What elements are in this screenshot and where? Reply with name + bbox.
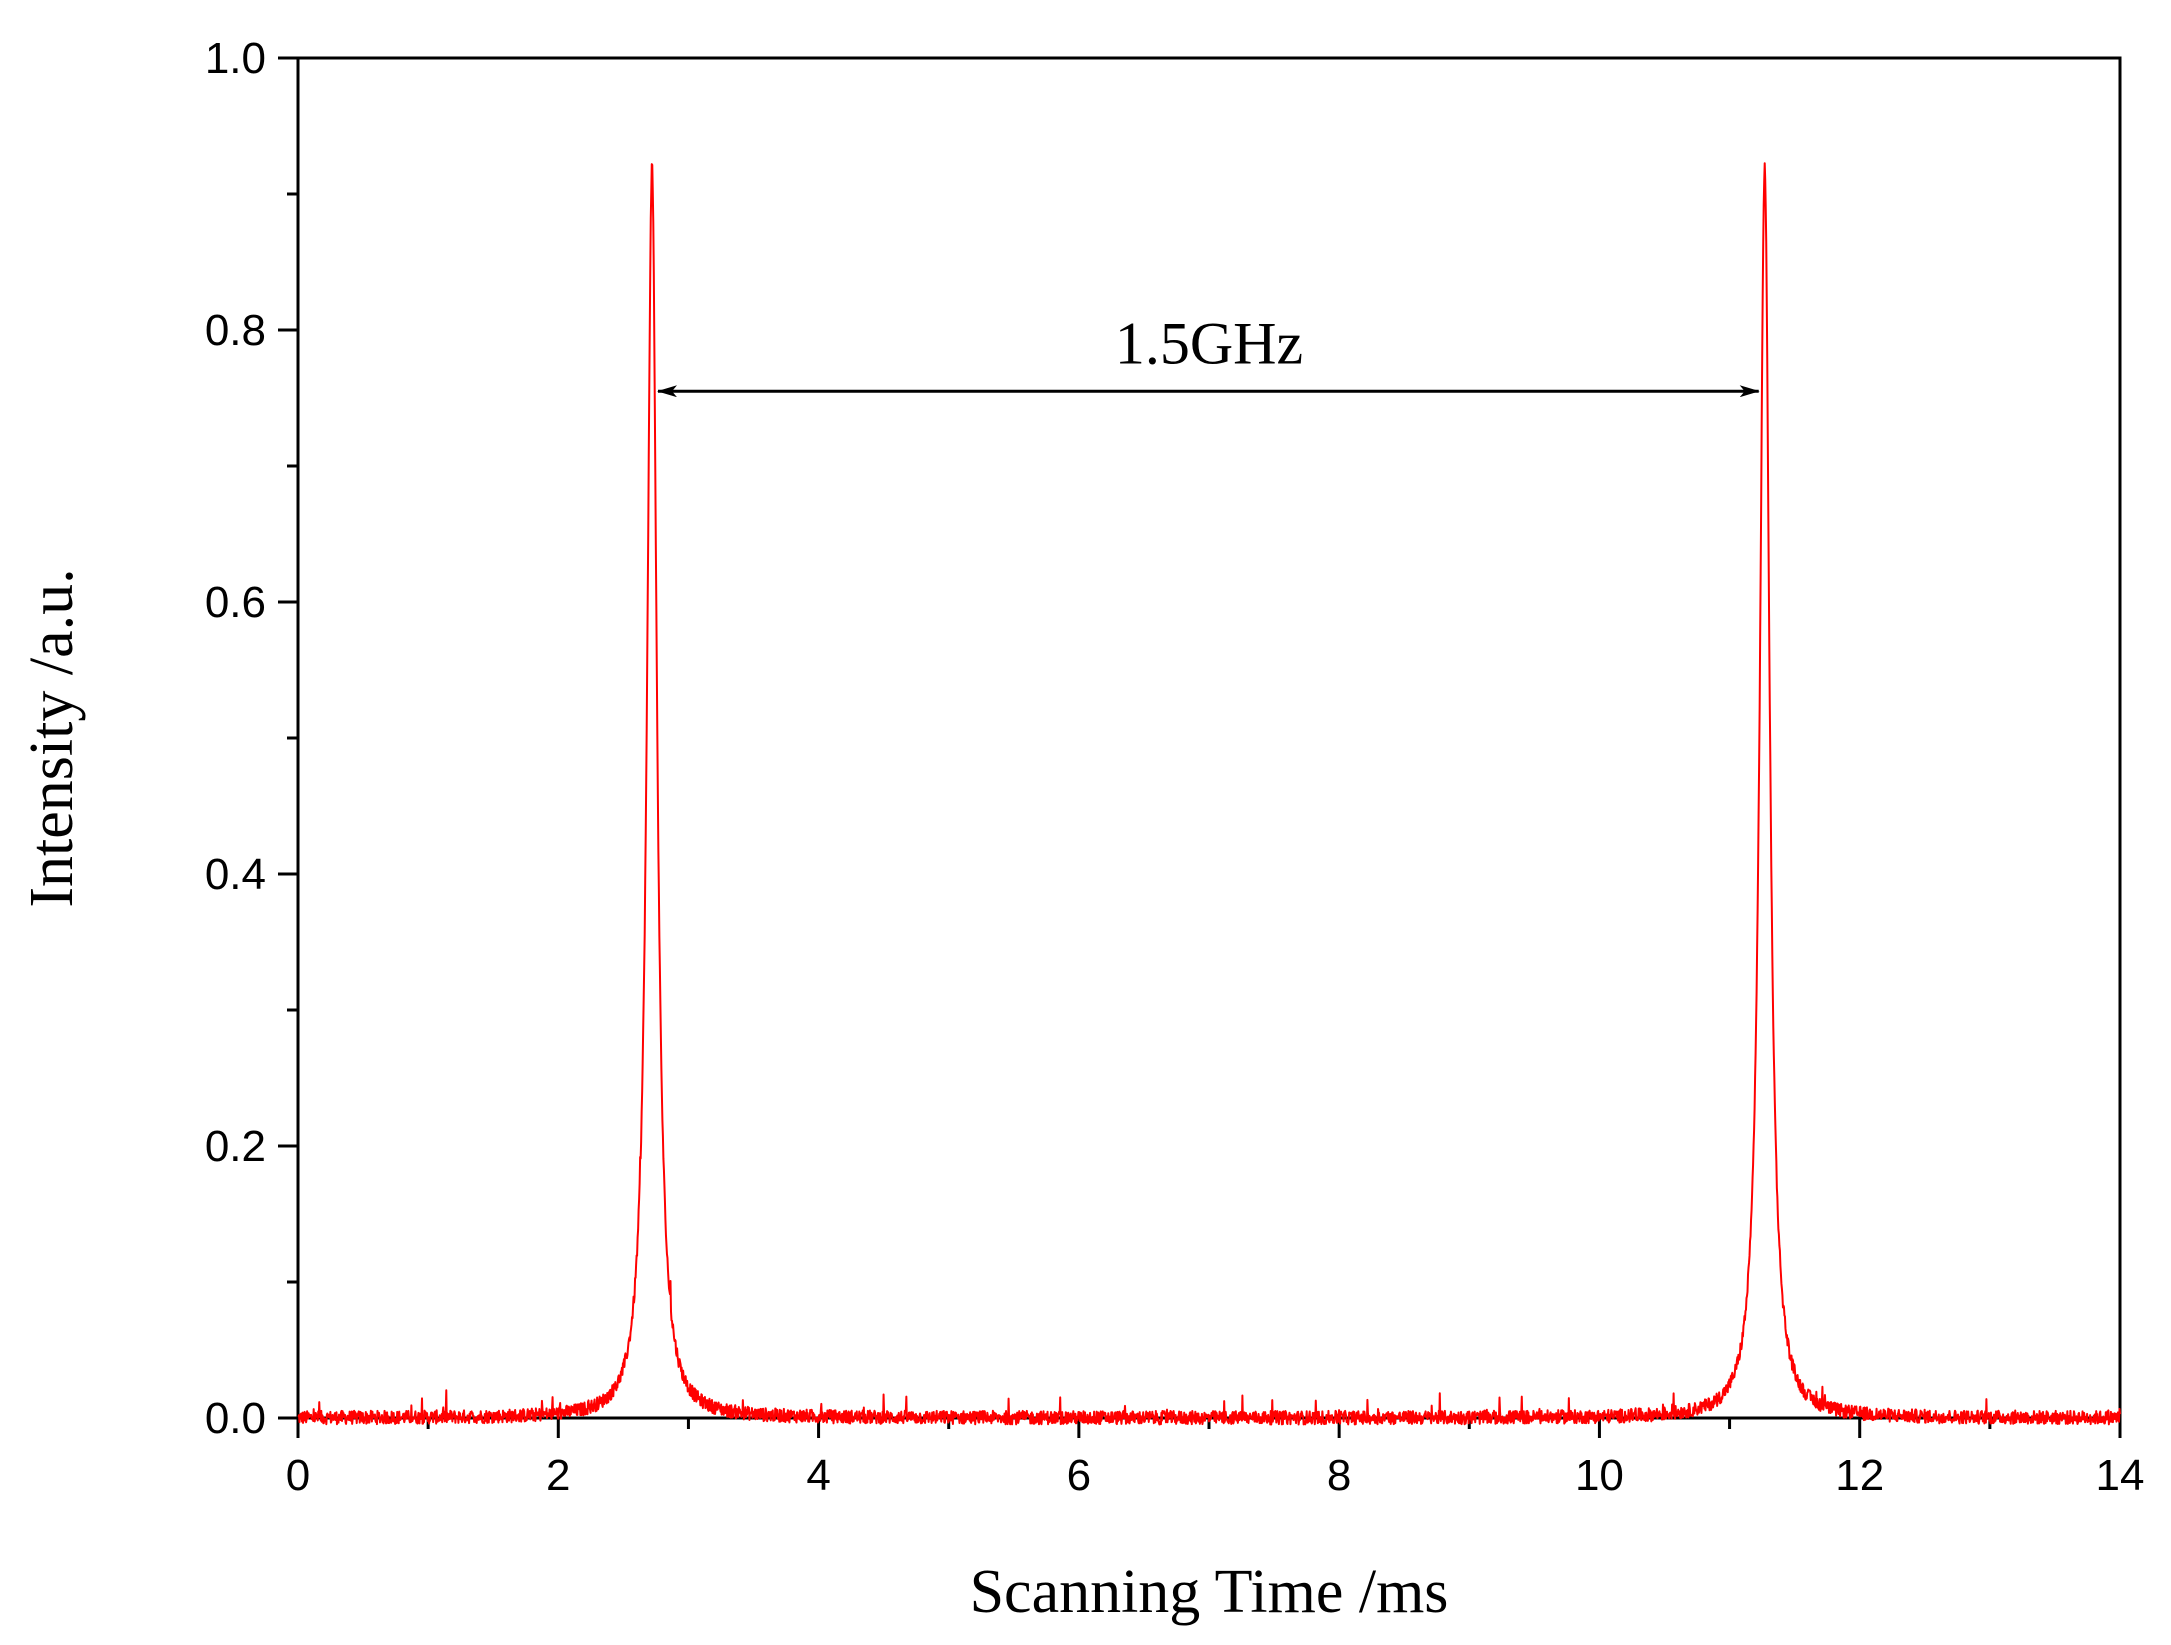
y-tick-label: 0.6 xyxy=(205,578,266,627)
x-tick-label: 8 xyxy=(1327,1451,1351,1500)
x-tick-label: 2 xyxy=(546,1451,570,1500)
x-tick-label: 10 xyxy=(1575,1451,1624,1500)
series-line xyxy=(297,162,2121,1426)
plot-frame xyxy=(296,56,2122,1420)
y-tick-label: 0.2 xyxy=(205,1122,266,1171)
y-axis-title: Intensity /a.u. xyxy=(18,568,86,907)
y-tick-label: 0.8 xyxy=(205,306,266,355)
x-tick-label: 14 xyxy=(2096,1451,2145,1500)
x-tick-label: 0 xyxy=(286,1451,310,1500)
y-tick-label: 1.0 xyxy=(205,34,266,83)
plot-area: 0 2 4 6 8 10 12 14 0.0 0.2 0.4 0.6 0.8 1.0 xyxy=(205,34,2145,1500)
x-tick-label: 6 xyxy=(1067,1451,1091,1500)
annotation-label: 1.5GHz xyxy=(1115,311,1303,377)
x-tick-label: 4 xyxy=(806,1451,830,1500)
x-axis-title: Scanning Time /ms xyxy=(970,1558,1449,1626)
y-tick-label: 0.0 xyxy=(205,1394,266,1443)
y-tick-label: 0.4 xyxy=(205,850,266,899)
x-tick-label: 12 xyxy=(1835,1451,1884,1500)
